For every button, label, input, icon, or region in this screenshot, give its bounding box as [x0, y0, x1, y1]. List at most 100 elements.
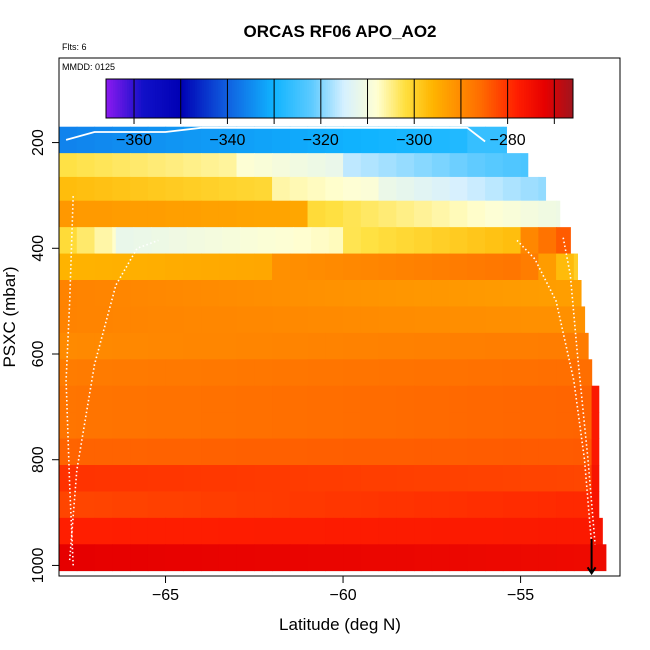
colorbar-swatch [299, 79, 303, 118]
heatmap-cell [520, 280, 539, 307]
colorbar-swatch [542, 79, 546, 118]
heatmap-cell [343, 438, 362, 466]
heatmap-cell [236, 491, 255, 519]
heatmap-cell [307, 332, 326, 360]
heatmap-cell [360, 438, 380, 466]
heatmap-cell [94, 153, 113, 178]
colorbar-swatch [526, 79, 530, 118]
colorbar-swatch [566, 79, 569, 118]
heatmap-cell [414, 491, 433, 519]
flight-tracks [65, 126, 597, 576]
heatmap-cell [502, 176, 522, 202]
heatmap-cell [378, 332, 397, 360]
level-flight-track [65, 126, 486, 143]
x-axis: −65 −60 −55 [152, 576, 534, 604]
heatmap-cell [396, 253, 415, 281]
colorbar-swatch [491, 79, 495, 118]
heatmap-cell [414, 465, 433, 492]
heatmap-cell [76, 227, 96, 254]
heatmap-cell [59, 332, 78, 360]
heatmap-cell [591, 465, 600, 492]
colorbar-swatch [418, 79, 422, 118]
heatmap-cell [467, 438, 486, 466]
heatmap-cell [165, 200, 184, 228]
colorbar-swatch [460, 79, 464, 118]
colorbar-swatch [449, 79, 453, 118]
heatmap-cell [201, 126, 220, 154]
colorbar-swatch [519, 79, 523, 118]
colorbar-tick-label: −280 [490, 132, 526, 149]
colorbar-swatch [320, 79, 324, 118]
chart-title: ORCAS RF06 APO_AO2 [243, 22, 436, 41]
heatmap-cell [556, 306, 575, 334]
heatmap-cell [272, 544, 291, 572]
heatmap-cell [94, 385, 113, 413]
colorbar-swatch [561, 79, 565, 118]
heatmap-cell [218, 517, 238, 545]
colorbar-swatch [486, 79, 490, 118]
heatmap-cell [449, 517, 468, 545]
heatmap-cell [325, 306, 344, 334]
heatmap-cell [59, 412, 78, 439]
heatmap-cell [360, 332, 380, 360]
heatmap-cell [502, 306, 522, 334]
colorbar-swatch [498, 79, 502, 118]
heatmap-cell [467, 153, 486, 178]
heatmap-cell [325, 200, 344, 228]
flight-track-line [65, 195, 74, 566]
heatmap-cell [272, 200, 291, 228]
heatmap-cell [538, 306, 557, 334]
colorbar-swatch [255, 79, 259, 118]
colorbar-swatch [463, 79, 467, 118]
heatmap-cell [325, 544, 344, 572]
descent-arrow-head [586, 566, 597, 576]
heatmap-cell [59, 359, 78, 387]
colorbar-swatch [138, 79, 142, 118]
colorbar-swatch [512, 79, 516, 118]
heatmap-cell [360, 126, 380, 154]
y-tick-label: 400 [30, 235, 47, 262]
heatmap-cell [289, 438, 309, 466]
heatmap-cell [431, 359, 451, 387]
colorbar-swatch [276, 79, 280, 118]
heatmap-cell [485, 332, 504, 360]
heatmap-cell [414, 280, 433, 307]
heatmap-cell [289, 332, 309, 360]
heatmap-cell [76, 306, 96, 334]
y-axis-label: PSXC (mbar) [0, 266, 19, 367]
colorbar-swatch [330, 79, 333, 118]
colorbar-swatch [493, 79, 497, 118]
colorbar-swatch [411, 79, 415, 118]
colorbar-swatch [283, 79, 287, 118]
colorbar-swatch [159, 79, 163, 118]
heatmap-cell [236, 544, 255, 572]
heatmap-cell [449, 227, 468, 254]
heatmap-cell [502, 200, 522, 228]
heatmap-cell [307, 306, 326, 334]
heatmap-cell [115, 227, 135, 254]
heatmap-cell [485, 544, 504, 572]
colorbar-swatch [344, 79, 347, 118]
colorbar-swatch [409, 79, 413, 118]
heatmap-cell [183, 176, 202, 202]
heatmap-cell [431, 544, 451, 572]
heatmap-cell [130, 153, 149, 178]
colorbar-swatch [215, 79, 219, 118]
heatmap-cell [289, 306, 309, 334]
colorbar-swatch [360, 79, 364, 118]
heatmap-cell [254, 517, 273, 545]
heatmap-cell [218, 412, 238, 439]
colorbar-swatch [365, 79, 369, 118]
heatmap-cell [538, 544, 557, 572]
colorbar-swatch [432, 79, 436, 118]
heatmap-cell [325, 359, 344, 387]
heatmap-cell [538, 359, 557, 387]
heatmap-cell [325, 438, 344, 466]
colorbar-swatch [544, 79, 548, 118]
heatmap-cell [343, 491, 362, 519]
heatmap-cell [431, 253, 451, 281]
heatmap-cell [183, 544, 202, 572]
heatmap-cell [76, 332, 96, 360]
heatmap-cell [236, 126, 255, 154]
heatmap-cell [218, 544, 238, 572]
